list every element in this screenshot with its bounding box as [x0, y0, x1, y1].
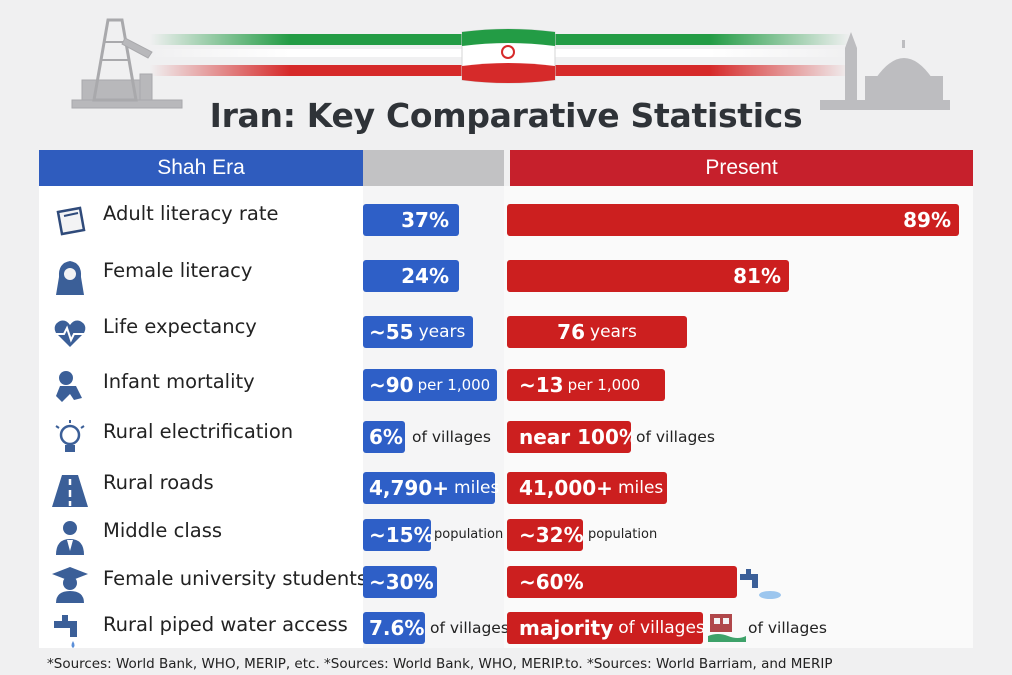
shah-value: ~15% [369, 523, 434, 547]
shah-bar: 24% [363, 260, 459, 292]
shah-bar: ~15% [363, 519, 434, 551]
present-bar: 41,000+ miles [507, 472, 667, 504]
present-value: majority [519, 616, 614, 640]
shah-value: 37% [401, 208, 449, 232]
sources-footnote: *Sources: World Bank, WHO, MERIP, etc. *… [47, 656, 833, 672]
row-label: Female literacy [103, 259, 253, 282]
shah-suffix: of villages [412, 428, 491, 446]
present-bar: 76 years [507, 316, 687, 348]
shah-unit: miles [454, 478, 500, 498]
present-value: 81% [733, 264, 781, 288]
oil-rig-icon [71, 18, 183, 109]
present-value: near 100% [519, 425, 639, 449]
row-label: Life expectancy [103, 315, 257, 338]
veiled-woman-icon [50, 257, 90, 297]
present-value: ~60% [519, 570, 584, 594]
shah-suffix: of villages [430, 619, 509, 637]
page-title: Iran: Key Comparative Statistics [209, 96, 803, 135]
row-label: Rural electrification [103, 420, 294, 443]
row-label: Rural roads [103, 471, 214, 494]
present-unit: miles [617, 478, 664, 498]
person-suit-icon [50, 517, 90, 557]
present-bar: ~13 per 1,000 [507, 369, 665, 401]
shah-bar: 37% [363, 204, 459, 236]
row-label: Female university students [103, 567, 368, 590]
heart-pulse-icon [50, 313, 90, 353]
baby-icon [50, 368, 90, 408]
present-value: 41,000+ [519, 476, 613, 500]
present-suffix: of villages [748, 619, 827, 637]
shah-bar: ~55 years [363, 316, 473, 348]
header-present: Present [510, 150, 973, 186]
row-label: Infant mortality [103, 370, 255, 393]
present-suffix: of villages [636, 428, 715, 446]
present-value: ~32% [519, 523, 584, 547]
present-bar: 89% [507, 204, 959, 236]
mosque-icon [820, 32, 950, 110]
header-spacer [363, 150, 504, 186]
shah-bar: 6% [363, 421, 405, 453]
present-suffix: population [588, 527, 658, 542]
shah-bar: 4,790+ miles [363, 472, 499, 504]
shah-value: ~90 [369, 373, 414, 397]
present-unit: of villages [618, 618, 705, 638]
present-value: 76 [557, 320, 586, 344]
present-bar: near 100% [507, 421, 639, 453]
village-water-icon [706, 610, 746, 644]
shah-bar: 7.6% [363, 612, 425, 644]
present-bar: majority of villages [507, 612, 705, 644]
water-tap-icon [50, 611, 90, 651]
shah-unit: per 1,000 [417, 376, 491, 394]
labels-panel [39, 186, 363, 648]
shah-suffix: population [434, 527, 504, 542]
present-unit: per 1,000 [567, 376, 641, 394]
header-shah-era: Shah Era [39, 150, 363, 186]
present-bar: ~60% [507, 566, 737, 598]
shah-value: 4,790+ [369, 476, 450, 500]
present-value: 89% [903, 208, 951, 232]
row-label: Rural piped water access [103, 613, 348, 636]
shah-value: ~55 [369, 320, 414, 344]
book-icon [50, 200, 90, 240]
shah-value: 6% [369, 425, 403, 449]
shah-bar: ~30% [363, 566, 437, 598]
shah-value: 24% [401, 264, 449, 288]
shah-bar: ~90 per 1,000 [363, 369, 497, 401]
row-label: Middle class [103, 519, 223, 542]
present-unit: years [590, 322, 637, 342]
lightbulb-icon [50, 418, 90, 458]
present-value: ~13 [519, 373, 564, 397]
shah-value: 7.6% [369, 616, 425, 640]
shah-value: ~30% [369, 570, 434, 594]
graduate-icon [50, 565, 90, 605]
shah-unit: years [418, 322, 466, 342]
faucet-icon [738, 568, 782, 602]
present-bar: ~32% [507, 519, 584, 551]
iran-flag-icon [461, 28, 556, 84]
road-icon [50, 469, 90, 509]
header-illustration [71, 18, 950, 110]
row-label: Adult literacy rate [103, 202, 279, 225]
present-bar: 81% [507, 260, 789, 292]
